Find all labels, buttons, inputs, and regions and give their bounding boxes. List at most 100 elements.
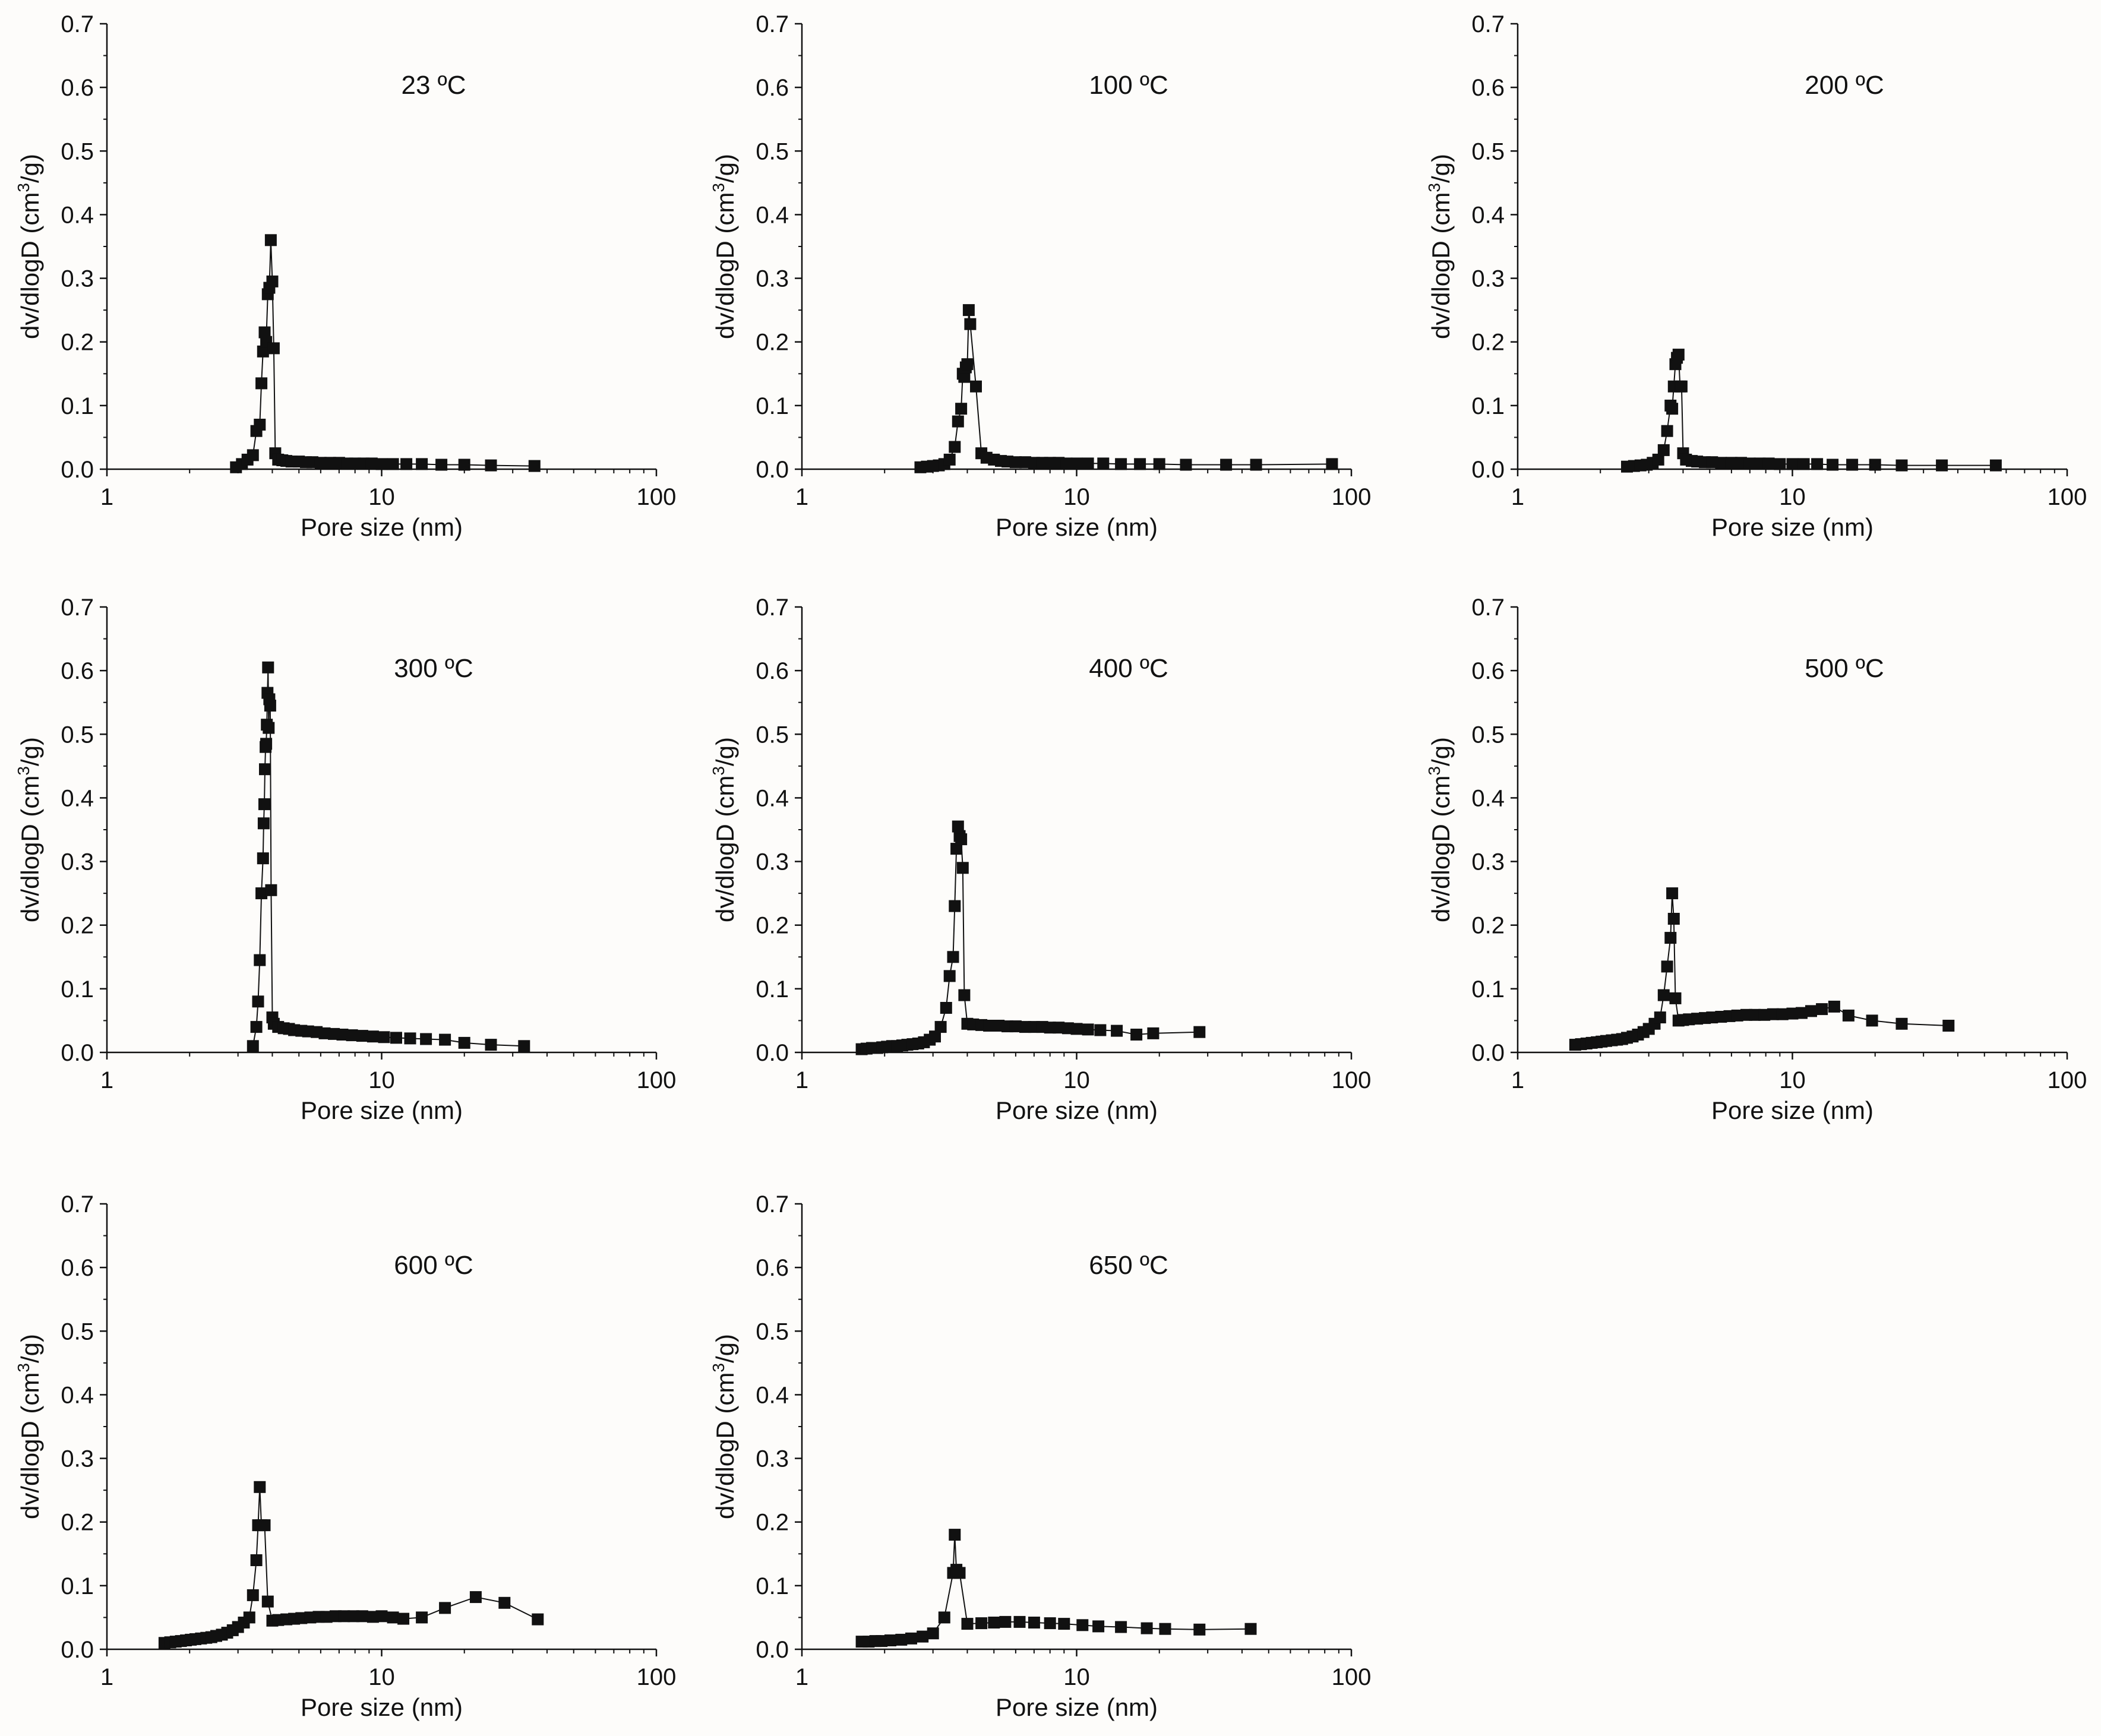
y-tick-label: 0.3 (756, 266, 789, 292)
series-line (235, 240, 535, 468)
x-tick-label: 1 (1511, 1067, 1524, 1093)
data-point (970, 380, 982, 393)
y-axis-label: dv/dlogD (cm3/g) (709, 154, 739, 339)
data-point (1669, 992, 1682, 1004)
x-axis-label: Pore size (nm) (996, 1096, 1158, 1124)
x-axis-label: Pore size (nm) (301, 1693, 463, 1721)
data-point (420, 1033, 432, 1045)
y-axis-label-prefix: dv/dlogD (cm (711, 1373, 739, 1519)
data-point (252, 995, 264, 1008)
x-tick-label: 100 (2048, 484, 2087, 510)
data-point (254, 1481, 266, 1493)
x-axis-label: Pore size (nm) (1711, 513, 1873, 541)
x-axis-label: Pore size (nm) (301, 513, 463, 541)
data-point (532, 1613, 544, 1626)
y-tick-label: 0.0 (756, 1040, 789, 1066)
data-point (356, 1610, 368, 1623)
data-point (397, 1612, 410, 1625)
y-axis-label-suffix: /g) (16, 154, 44, 183)
x-tick-label: 10 (1063, 1067, 1090, 1093)
data-point (265, 884, 277, 896)
data-point (961, 1618, 974, 1630)
y-tick-label: 0.3 (1471, 849, 1505, 875)
y-tick-label: 0.4 (61, 1382, 94, 1408)
data-point (367, 1030, 379, 1043)
data-point (1140, 1622, 1153, 1634)
data-point (254, 954, 266, 966)
series-line (861, 826, 1200, 1050)
x-tick-label: 1 (1511, 484, 1524, 510)
data-point (264, 234, 277, 246)
data-point (257, 817, 270, 830)
data-point (1797, 458, 1810, 470)
data-point (257, 345, 269, 358)
data-point (1115, 458, 1127, 470)
y-axis-label-superscript: 3 (1425, 183, 1443, 192)
data-point (346, 1029, 358, 1042)
data-point (1180, 458, 1192, 471)
data-point (1661, 425, 1673, 437)
y-tick-label: 0.5 (756, 1318, 789, 1345)
y-axis-label-suffix: /g) (1427, 154, 1455, 183)
y-tick-label: 0.6 (61, 658, 94, 684)
x-tick-label: 100 (1332, 1664, 1372, 1690)
data-point (1731, 1009, 1743, 1022)
y-axis-label-superscript: 3 (709, 1363, 728, 1373)
data-point (975, 1617, 988, 1630)
y-tick-label: 0.0 (756, 457, 789, 483)
data-point (1250, 458, 1262, 471)
data-point (1053, 1022, 1065, 1034)
data-point (1666, 403, 1679, 415)
y-tick-label: 0.3 (61, 266, 94, 292)
y-axis-label-superscript: 3 (709, 766, 728, 776)
panel-title: 650 ºC (1089, 1251, 1168, 1280)
y-tick-label: 0.4 (756, 202, 789, 228)
y-axis-label-prefix: dv/dlogD (cm (16, 192, 44, 339)
data-point (947, 951, 959, 963)
y-tick-label: 0.3 (61, 1446, 94, 1472)
data-point (1193, 1026, 1206, 1038)
x-tick-label: 10 (368, 484, 395, 510)
series-line (920, 309, 1332, 468)
data-point (295, 1612, 308, 1624)
data-point (1749, 1008, 1761, 1021)
y-tick-label: 0.1 (61, 393, 94, 419)
data-point (934, 1021, 947, 1033)
data-point (263, 722, 275, 734)
chart-panel-8: 0.0 0.1 0.2 0.3 0.4 0.5 0.6 0.7 1 10 100 Pore size … (709, 1191, 1371, 1721)
data-point (1657, 989, 1670, 1001)
data-point (458, 458, 470, 471)
x-tick-label: 100 (637, 1664, 677, 1690)
data-point (1070, 457, 1083, 470)
data-point (469, 1591, 482, 1604)
data-point (929, 1030, 941, 1043)
data-point (1082, 457, 1094, 470)
data-point (259, 763, 271, 776)
y-axis-label-suffix: /g) (1427, 737, 1455, 766)
data-point (1115, 1621, 1127, 1633)
data-point (1774, 458, 1786, 470)
panel-title: 200 ºC (1805, 71, 1884, 100)
y-tick-label: 0.2 (1471, 330, 1505, 356)
y-tick-label: 0.7 (61, 11, 94, 37)
data-point (917, 1630, 929, 1643)
y-tick-label: 0.4 (756, 785, 789, 811)
data-point (458, 1036, 470, 1049)
chart-panel-3: 0.0 0.1 0.2 0.3 0.4 0.5 0.6 0.7 1 10 100 Pore size … (1425, 11, 2087, 541)
chart-panel-6: 0.0 0.1 0.2 0.3 0.4 0.5 0.6 0.7 1 10 100 Pore size … (1425, 595, 2087, 1124)
data-point (1706, 456, 1718, 469)
data-point (439, 1033, 451, 1046)
data-point (250, 1554, 263, 1566)
data-point (258, 1519, 271, 1532)
x-tick-label: 1 (795, 1664, 808, 1690)
x-tick-label: 1 (100, 1664, 113, 1690)
data-point (258, 326, 271, 339)
data-point (1159, 1623, 1171, 1635)
data-point (266, 275, 279, 287)
y-axis-label-suffix: /g) (16, 737, 44, 766)
x-tick-label: 1 (795, 484, 808, 510)
data-point (1060, 457, 1073, 470)
data-point (365, 457, 378, 470)
data-point (962, 304, 975, 317)
data-point (1828, 1000, 1840, 1013)
